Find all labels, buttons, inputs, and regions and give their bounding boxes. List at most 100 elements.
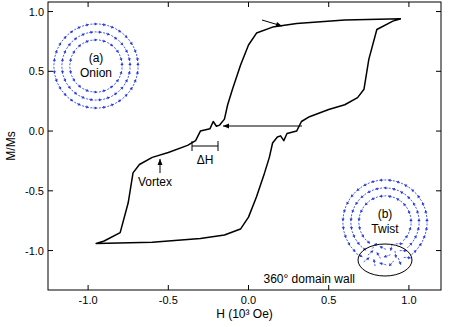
field-arrow-shaft xyxy=(62,36,67,41)
field-arrow-head xyxy=(103,23,106,26)
field-arrow-head xyxy=(95,90,98,93)
field-arrow-head xyxy=(99,31,102,34)
field-arrow-shaft xyxy=(422,235,425,241)
bracket-line xyxy=(192,146,218,147)
field-arrow-head xyxy=(74,38,77,41)
field-arrow-head xyxy=(116,50,119,53)
chart: -1.0-0.50.00.51.0-1.0-0.50.00.51.0H (10³… xyxy=(0,0,450,327)
field-arrow-head xyxy=(409,219,412,222)
field-arrow-shaft xyxy=(417,227,419,234)
field-arrow-head xyxy=(58,43,61,46)
x-tick-label: -1.0 xyxy=(79,294,98,306)
field-arrow-head xyxy=(351,194,354,197)
field-arrow-shaft xyxy=(122,33,127,38)
field-arrow-head xyxy=(342,227,345,230)
field-arrow-head xyxy=(124,35,127,38)
field-arrow-head xyxy=(358,218,361,221)
field-arrow-head xyxy=(417,227,420,230)
field-arrow-head xyxy=(110,43,113,46)
field-arrow-head xyxy=(64,36,67,39)
x-tick xyxy=(248,285,249,290)
field-arrow-head xyxy=(78,45,81,48)
field-arrow-head xyxy=(130,42,133,45)
field-arrow-head xyxy=(136,58,139,61)
field-arrow-shaft xyxy=(107,42,113,46)
field-arrow-shaft xyxy=(72,90,77,94)
field-arrow-head xyxy=(392,188,395,191)
field-arrow-head xyxy=(68,86,71,89)
field-arrow-shaft xyxy=(128,39,132,45)
field-arrow-head xyxy=(86,40,89,43)
x-tick-label: -0.5 xyxy=(159,294,178,306)
field-arrow-head xyxy=(99,98,102,101)
field-arrow-head xyxy=(416,210,419,213)
field-arrow-shaft xyxy=(388,196,395,198)
field-arrow-shaft xyxy=(76,45,81,50)
field-arrow-shaft xyxy=(352,231,355,238)
field-arrow-shaft xyxy=(66,83,70,89)
field-arrow-shaft xyxy=(352,206,355,213)
field-arrow-shaft xyxy=(63,75,66,82)
field-arrow-shaft xyxy=(128,71,130,78)
field-arrow-head xyxy=(136,63,139,66)
y-tick-label: -0.5 xyxy=(25,185,44,197)
field-arrow-head xyxy=(408,227,411,230)
field-arrow-shaft xyxy=(417,243,421,249)
field-arrow-shaft xyxy=(95,31,102,32)
field-arrow-shaft xyxy=(384,187,391,188)
field-arrow-head xyxy=(133,50,136,53)
x-tick-top xyxy=(248,2,249,7)
x-tick xyxy=(88,285,89,290)
field-arrow-shaft xyxy=(76,83,81,88)
field-arrow-shaft xyxy=(68,31,74,35)
field-arrow-shaft xyxy=(74,27,80,30)
field-arrow-head xyxy=(136,71,139,74)
field-arrow-shaft xyxy=(407,243,412,248)
field-arrow-head xyxy=(125,79,128,82)
y-tick-label: 0.5 xyxy=(29,65,44,77)
field-arrow-shaft xyxy=(350,214,352,221)
field-arrow-shaft xyxy=(62,91,67,96)
field-arrow-shaft xyxy=(111,93,117,97)
field-arrow-head xyxy=(358,227,361,230)
field-arrow-head xyxy=(352,210,355,213)
field-arrow-head xyxy=(408,256,411,259)
field-arrow-shaft xyxy=(103,97,110,99)
field-arrow-shaft xyxy=(347,239,350,245)
field-arrow-head xyxy=(380,262,383,265)
bracket-end xyxy=(192,141,193,151)
arrow-head xyxy=(276,22,282,27)
field-arrow-shaft xyxy=(371,180,378,182)
field-arrow-head xyxy=(53,71,56,74)
field-arrow-shaft xyxy=(90,39,97,41)
field-arrow-head xyxy=(363,183,366,186)
field-arrow-head xyxy=(86,89,89,92)
field-arrow-shaft xyxy=(128,54,130,61)
field-arrow-head xyxy=(125,50,128,53)
inset-name: Twist xyxy=(371,222,399,236)
field-arrow-head xyxy=(118,100,121,103)
x-tick-top xyxy=(88,2,89,7)
field-arrow-shaft xyxy=(380,246,386,249)
y-tick xyxy=(48,131,53,132)
field-arrow-head xyxy=(411,189,414,192)
y-tick-right xyxy=(436,11,441,12)
x-tick-label: 0.0 xyxy=(241,294,256,306)
field-arrow-head xyxy=(407,196,410,199)
field-arrow-shaft xyxy=(404,185,410,189)
field-arrow-head xyxy=(375,187,378,190)
field-arrow-shaft xyxy=(396,181,403,183)
field-arrow-head xyxy=(128,63,131,66)
field-arrow-shaft xyxy=(55,75,57,82)
field-arrow-head xyxy=(86,24,89,27)
field-arrow-head xyxy=(409,243,412,246)
field-arrow-head xyxy=(405,235,408,238)
field-arrow-shaft xyxy=(355,199,359,205)
field-arrow-shaft xyxy=(379,179,386,180)
field-arrow-shaft xyxy=(82,88,88,91)
field-arrow-shaft xyxy=(61,67,63,74)
field-arrow-head xyxy=(53,58,56,61)
field-arrow-head xyxy=(130,87,133,90)
field-arrow-shaft xyxy=(122,94,127,99)
field-arrow-head xyxy=(403,203,406,206)
